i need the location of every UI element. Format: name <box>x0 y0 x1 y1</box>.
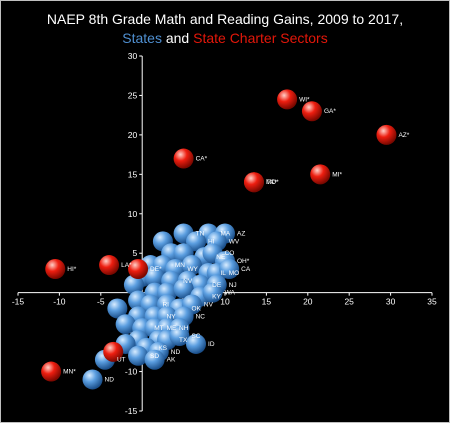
x-tick-label: -5 <box>97 297 105 307</box>
point-label: NV <box>183 278 193 285</box>
point-label: TX* <box>266 179 277 186</box>
point-label: HI <box>208 238 215 245</box>
state-point <box>186 231 207 252</box>
y-tick-label: -10 <box>125 367 138 377</box>
subtitle-and: and <box>161 30 194 46</box>
point-label: DE* <box>150 266 162 273</box>
charter-point <box>277 89 298 110</box>
point-label: SC <box>191 333 200 340</box>
point-label: MN <box>175 262 185 269</box>
point-label: MO <box>229 270 239 277</box>
x-tick-label: 30 <box>386 297 396 307</box>
state-point <box>173 278 194 299</box>
charter-point <box>103 341 124 362</box>
point-label: WA <box>225 290 236 297</box>
subtitle-states: States <box>122 30 162 46</box>
point-label: MT <box>154 325 163 332</box>
x-tick-label: 15 <box>262 297 272 307</box>
point-label: AZ* <box>398 132 409 139</box>
charter-point <box>45 259 66 279</box>
y-tick-label: -15 <box>125 406 138 416</box>
point-label: ND <box>105 376 115 383</box>
x-tick-label: 35 <box>427 297 437 307</box>
point-label: MN* <box>63 369 76 376</box>
state-point <box>128 345 149 366</box>
point-label: CA* <box>196 156 208 163</box>
state-point <box>107 298 128 319</box>
point-label: KS <box>158 345 167 352</box>
point-label: NY <box>167 313 177 320</box>
chart-subtitle: States and State Charter Sectors <box>1 30 449 46</box>
point-label: GA* <box>324 108 336 115</box>
point-label: NH <box>179 325 189 332</box>
point-label: WI* <box>299 96 310 103</box>
state-point <box>202 282 223 303</box>
point-label: WY <box>187 266 198 273</box>
state-point <box>144 349 165 370</box>
x-tick-label: -15 <box>12 297 25 307</box>
point-label: NV <box>204 302 214 309</box>
state-point <box>82 369 103 390</box>
point-label: OH* <box>237 258 250 265</box>
state-point <box>169 326 190 347</box>
y-tick-label: 10 <box>128 209 138 219</box>
point-label: OK <box>191 305 201 312</box>
charter-point <box>99 255 120 276</box>
state-point <box>181 255 202 276</box>
point-label: MA <box>220 231 230 238</box>
point-label: MI* <box>332 171 342 178</box>
point-label: CO <box>225 250 235 257</box>
point-label: TN <box>196 231 205 238</box>
charter-point <box>128 259 149 279</box>
charter-point <box>173 148 194 169</box>
point-label: RI <box>162 302 169 309</box>
point-label: IL <box>220 270 226 277</box>
point-label: NE <box>216 254 226 261</box>
point-label: ND <box>171 349 181 356</box>
point-label: WV <box>229 238 240 245</box>
point-label: NC <box>196 313 206 320</box>
point-label: DE <box>212 282 222 289</box>
charter-point <box>310 164 331 185</box>
point-label: AK <box>167 357 176 364</box>
x-tick-label: 25 <box>344 297 354 307</box>
state-point <box>186 333 207 354</box>
y-tick-label: 30 <box>128 51 138 61</box>
charter-point <box>301 101 322 122</box>
charter-point <box>41 361 62 382</box>
point-label: AZ <box>237 231 245 238</box>
state-point <box>115 314 136 335</box>
subtitle-charter: State Charter Sectors <box>193 30 328 46</box>
state-point <box>144 266 165 287</box>
state-point <box>123 274 144 295</box>
point-label: ME <box>167 325 177 332</box>
charter-point <box>376 124 397 145</box>
y-tick-label: 15 <box>128 169 138 179</box>
point-label: MD* <box>266 179 279 186</box>
y-tick-label: 5 <box>132 248 137 258</box>
point-label: KY <box>212 294 221 301</box>
y-tick-label: 25 <box>128 90 138 100</box>
point-label: LA* <box>121 262 132 269</box>
y-tick-label: 20 <box>128 130 138 140</box>
point-label: CA <box>241 266 251 273</box>
x-tick-label: 10 <box>220 297 230 307</box>
point-label: TX <box>179 337 188 344</box>
point-label: ID <box>208 341 215 348</box>
charter-point <box>243 172 264 193</box>
x-tick-label: 20 <box>303 297 313 307</box>
point-label: SD <box>150 353 159 360</box>
x-tick-label: -10 <box>53 297 66 307</box>
point-label: HI* <box>67 266 77 273</box>
chart-title: NAEP 8th Grade Math and Reading Gains, 2… <box>46 11 404 27</box>
point-label: NJ <box>229 282 237 289</box>
state-point <box>219 259 240 279</box>
point-label: UT <box>117 357 126 364</box>
